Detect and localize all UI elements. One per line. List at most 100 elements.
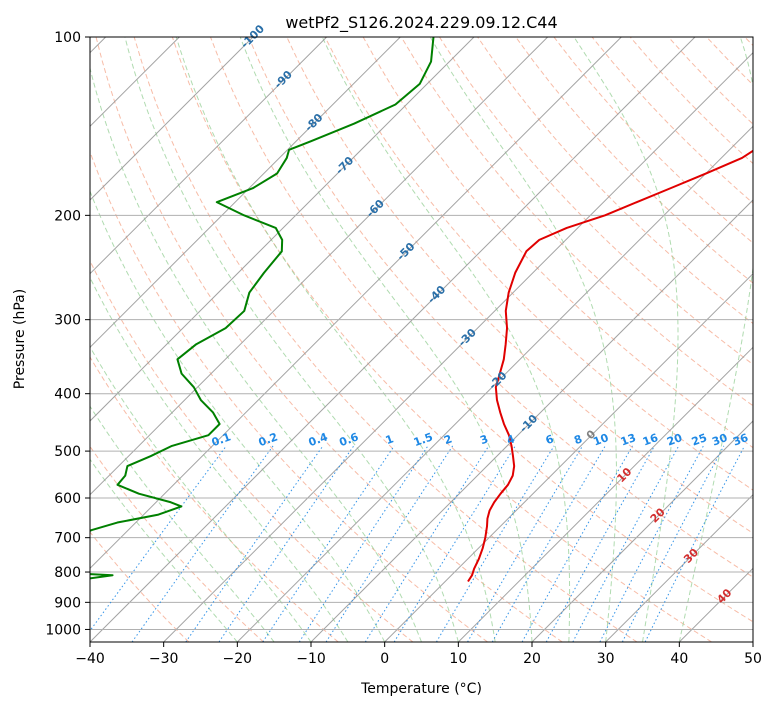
- dry-adiabat-line: [439, 37, 753, 366]
- dry-adiabat-line: [171, 37, 712, 642]
- dry-adiabat-line: [90, 150, 488, 642]
- mixing-ratio-line: [435, 445, 555, 642]
- mixing-ratio-line: [185, 445, 324, 642]
- moist-adiabat-line: [90, 66, 422, 642]
- mixing-ratio-label: 0.2: [257, 430, 280, 449]
- mixing-ratio-line: [644, 445, 745, 642]
- isotherm-line: [384, 272, 753, 642]
- y-tick-label: 900: [54, 595, 81, 611]
- x-tick-label: −10: [296, 651, 326, 667]
- moist-adiabat-line: [90, 276, 349, 642]
- y-tick-label: 400: [54, 387, 81, 403]
- mixing-ratio-line: [621, 445, 725, 642]
- moist-adiabat-line: [90, 458, 238, 642]
- x-tick-label: 20: [523, 651, 541, 667]
- mixing-ratio-label: 20: [665, 431, 684, 449]
- dry-adiabat-line: [95, 37, 563, 642]
- mixing-ratio-line: [262, 445, 395, 642]
- x-axis-title: Temperature (°C): [360, 681, 482, 697]
- isotherm-line: [310, 199, 753, 642]
- isotherm-line: [90, 37, 328, 275]
- y-tick-label: 1000: [45, 622, 81, 638]
- dry-adiabat-line: [324, 37, 753, 491]
- isotherm-line: [90, 37, 622, 570]
- y-tick-label: 500: [54, 444, 81, 460]
- dry-adiabat-line: [210, 37, 753, 623]
- x-tick-label: 40: [670, 651, 688, 667]
- isotherm-line: [90, 37, 549, 496]
- axes-layer: −40 −30 −20 −10 0 10 20 30 40 5010020030040050060…: [45, 30, 762, 667]
- series-layer: [90, 37, 753, 583]
- mixing-ratio-line: [325, 445, 454, 642]
- moist-adiabat-line: [124, 37, 459, 642]
- dry-adiabat-line: [400, 37, 753, 407]
- mixing-ratio-label: 4: [505, 432, 517, 447]
- x-tick-label: 30: [597, 651, 615, 667]
- mixing-ratio-label: 0.4: [307, 430, 330, 449]
- isotherm-line: [531, 420, 753, 642]
- x-tick-label: −40: [75, 651, 105, 667]
- x-tick-label: −30: [149, 651, 179, 667]
- isotherm-line: [90, 37, 475, 422]
- isotherm-line: [163, 51, 753, 642]
- x-tick-label: 0: [380, 651, 389, 667]
- plot-frame: [89, 36, 754, 643]
- isotherm-line: [90, 37, 254, 201]
- mixing-ratio-label: 6: [544, 432, 556, 447]
- mixing-ratio-label: 1: [384, 432, 396, 447]
- temperature-profile-line: [467, 149, 753, 583]
- dry-adiabat-line: [90, 445, 264, 642]
- isotherm-line: [605, 493, 753, 642]
- isotherm-line: [752, 641, 753, 642]
- dry-adiabat-line: [90, 531, 190, 642]
- x-tick-label: 50: [744, 651, 762, 667]
- dry-adiabat-line: [248, 37, 753, 578]
- mixing-ratio-label: 16: [641, 431, 660, 449]
- isotherm-line: [90, 37, 401, 349]
- y-tick-label: 200: [54, 208, 81, 224]
- mixing-ratio-label: 36: [731, 431, 750, 449]
- mixing-ratio-line: [467, 445, 584, 642]
- x-tick-label: −20: [223, 651, 253, 667]
- y-tick-label: 300: [54, 313, 81, 329]
- dewpoint-profile-line: [90, 37, 435, 580]
- isotherm-line: [236, 125, 753, 642]
- dry-adiabat-line: [133, 37, 638, 642]
- mixing-ratio-label: 0.6: [338, 430, 361, 449]
- moist-adiabat-line: [239, 37, 533, 642]
- plot-background: [90, 37, 753, 642]
- mixing-ratio-line: [218, 445, 355, 642]
- isotherm-line: [457, 346, 753, 642]
- plot-area-fill: [90, 37, 753, 642]
- mixing-ratio-line: [364, 445, 490, 642]
- moist-adiabat-line: [678, 37, 753, 642]
- y-tick-label: 600: [54, 491, 81, 507]
- moist-adiabat-line: [573, 37, 679, 642]
- y-tick-label: 800: [54, 565, 81, 581]
- y-tick-label: 700: [54, 531, 81, 547]
- moist-adiabat-line: [321, 37, 571, 642]
- moist-adiabat-line: [90, 405, 275, 642]
- mixing-ratio-line: [393, 445, 516, 642]
- mixing-ratio-label: 10: [591, 431, 610, 449]
- mixing-ratio-line: [545, 445, 656, 642]
- mixing-ratio-label: 8: [572, 432, 584, 447]
- dry-adiabat-line: [515, 37, 753, 284]
- moist-adiabat-line: [175, 37, 496, 642]
- mixing-ratio-label: 0.1: [210, 430, 233, 449]
- mixing-ratio-line: [131, 445, 274, 642]
- mixing-ratio-label: 25: [690, 431, 709, 448]
- grid-lines: [90, 37, 753, 642]
- isotherm-line: [90, 37, 696, 642]
- mixing-ratio-line: [298, 445, 429, 642]
- mixing-ratio-label: 1.5: [412, 430, 435, 449]
- chart-title: wetPf2_S126.2024.229.09.12.C44: [285, 13, 557, 33]
- dry-adiabat-line: [90, 356, 339, 642]
- y-axis-title: Pressure (hPa): [12, 289, 28, 389]
- moist-adiabat-line: [429, 37, 617, 642]
- mixing-ratio-label: 2: [442, 432, 454, 447]
- moist-adiabat-line: [90, 189, 386, 642]
- mixing-ratio-label: 30: [710, 431, 729, 449]
- mixing-ratio-label: 3: [478, 432, 490, 447]
